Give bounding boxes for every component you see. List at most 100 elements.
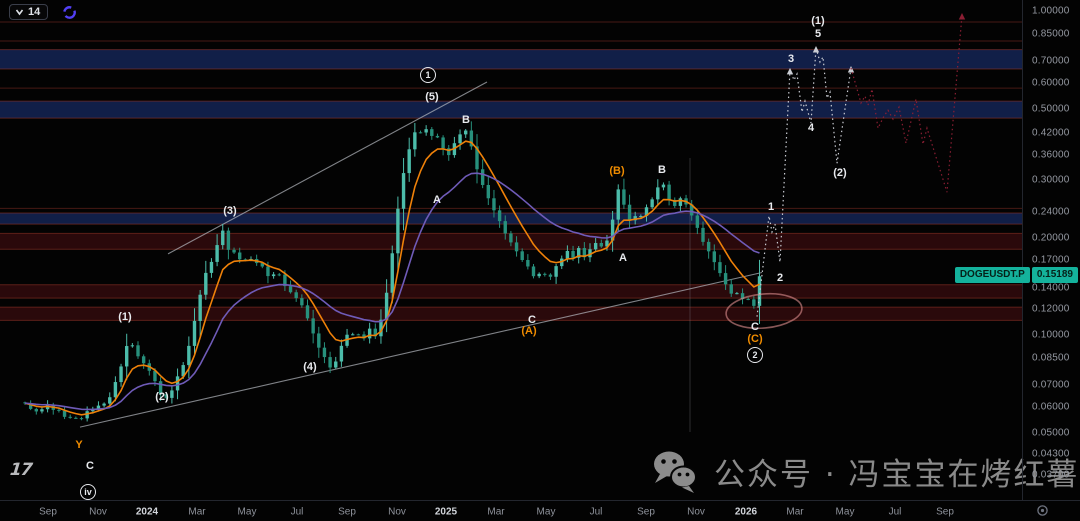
indicator-count-badge[interactable]: 14 (9, 4, 49, 20)
wave-label[interactable]: 2 (776, 272, 784, 284)
candle-body (108, 397, 112, 404)
wave-label[interactable]: (A) (521, 325, 537, 337)
candle-body (729, 284, 733, 294)
candle-body (486, 184, 490, 199)
price-axis-tick: 0.07000 (1032, 379, 1070, 391)
supply-demand-zone[interactable] (0, 49, 1022, 70)
trendline[interactable] (79, 271, 763, 428)
supply-demand-zone[interactable] (0, 307, 1022, 321)
candle-body (447, 148, 451, 156)
price-axis[interactable]: 1.00000 0.85000 0.70000 0.60000 0.50000 0.420… (1022, 0, 1080, 500)
wave-label[interactable]: 1 (767, 201, 775, 213)
candle-body (74, 417, 78, 419)
wave-label[interactable]: 3 (787, 53, 795, 65)
time-axis[interactable]: Sep Nov 2024 Mar May Jul Sep Nov 2025 Mar May Jul Se… (0, 500, 1080, 521)
wave-label[interactable]: (5) (425, 91, 439, 103)
eye-icon[interactable] (1031, 500, 1053, 520)
candle-body (305, 305, 310, 319)
wave-label[interactable]: 4 (807, 122, 815, 134)
wave-label[interactable]: B (658, 164, 666, 176)
time-axis-tick: 2025 (434, 506, 458, 517)
candle-body (656, 187, 660, 200)
time-axis-tick: May (835, 506, 855, 517)
current-price-label: 0.15189 (1031, 267, 1078, 284)
candle-body (458, 134, 462, 144)
sync-icon[interactable] (62, 5, 77, 20)
candle-body (639, 216, 643, 218)
wave-label[interactable]: B (462, 114, 470, 126)
candle-body (757, 276, 762, 306)
price-axis-tick: 0.20000 (1032, 232, 1070, 243)
candle-body (520, 251, 524, 260)
supply-demand-zone[interactable] (0, 213, 1022, 225)
correction-projection[interactable] (850, 14, 963, 193)
candle-body (85, 411, 89, 419)
candle-body (718, 262, 722, 274)
candle-body (543, 273, 547, 275)
candle-body (294, 292, 298, 299)
candle-body (170, 390, 174, 398)
price-axis-tick: 0.03700 (1032, 469, 1070, 481)
candle-body (373, 328, 377, 337)
candle-body (339, 345, 344, 362)
wave-label[interactable]: (B) (609, 165, 625, 177)
indicator-count: 14 (28, 6, 41, 18)
wave-label[interactable]: (1) (118, 311, 132, 323)
wave-label[interactable]: 1 (420, 67, 436, 83)
candle-body (288, 286, 293, 293)
candle-body (317, 333, 321, 348)
wave-label[interactable]: (1) (811, 15, 825, 27)
wave-label[interactable]: C (528, 314, 536, 326)
wave-label[interactable]: 5 (814, 28, 822, 40)
plot-area[interactable] (0, 12, 1022, 432)
supply-demand-zone[interactable] (0, 284, 1022, 299)
wave-label[interactable]: (2) (155, 391, 169, 403)
ema-fast-line[interactable] (24, 140, 760, 416)
price-axis-tick: 0.10000 (1032, 329, 1070, 341)
candle-body (690, 204, 694, 216)
candles-layer (23, 121, 762, 422)
candle-body (232, 249, 236, 253)
wave-label[interactable]: Y (75, 439, 83, 451)
trendline[interactable] (167, 81, 488, 255)
candle-body (271, 274, 276, 277)
candle-body (565, 251, 570, 259)
candle-body (390, 253, 394, 293)
time-axis-tick: 2024 (135, 506, 159, 517)
wave-label[interactable]: A (619, 252, 627, 264)
wave-label[interactable]: (4) (303, 361, 317, 373)
candle-body (175, 376, 180, 391)
time-axis-tick: May (237, 506, 257, 517)
wave-label[interactable]: C (751, 321, 759, 333)
candle-body (367, 328, 372, 339)
candle-body (362, 334, 366, 339)
candle-body (283, 274, 287, 287)
wave-label[interactable]: (3) (223, 205, 237, 217)
candle-body (610, 219, 615, 241)
time-axis-tick: Nov (89, 506, 107, 517)
wave-label[interactable]: A (433, 194, 441, 206)
wave-label[interactable]: 2 (747, 347, 763, 363)
tradingview-logo[interactable]: 17 (8, 460, 33, 480)
wave-label[interactable]: (C) (747, 333, 763, 345)
candle-body (62, 410, 67, 417)
wave-label[interactable]: C (86, 460, 94, 472)
candle-body (79, 418, 84, 420)
candle-body (593, 242, 598, 250)
time-axis-tick: Nov (388, 506, 406, 517)
price-axis-tick: 0.24000 (1032, 206, 1070, 218)
candle-body (164, 394, 168, 398)
candle-body (723, 273, 728, 285)
wave-label[interactable]: (2) (833, 167, 847, 179)
time-axis-tick: Nov (687, 506, 705, 517)
candle-body (401, 173, 406, 209)
candle-body (266, 266, 270, 277)
wave-label[interactable]: iv (80, 484, 96, 500)
candle-body (243, 259, 248, 261)
ema-slow-line[interactable] (24, 172, 760, 411)
forecast-ellipse[interactable] (725, 291, 804, 331)
supply-demand-zone[interactable] (0, 101, 1022, 119)
candle-body (238, 252, 242, 260)
candle-body (503, 221, 507, 234)
